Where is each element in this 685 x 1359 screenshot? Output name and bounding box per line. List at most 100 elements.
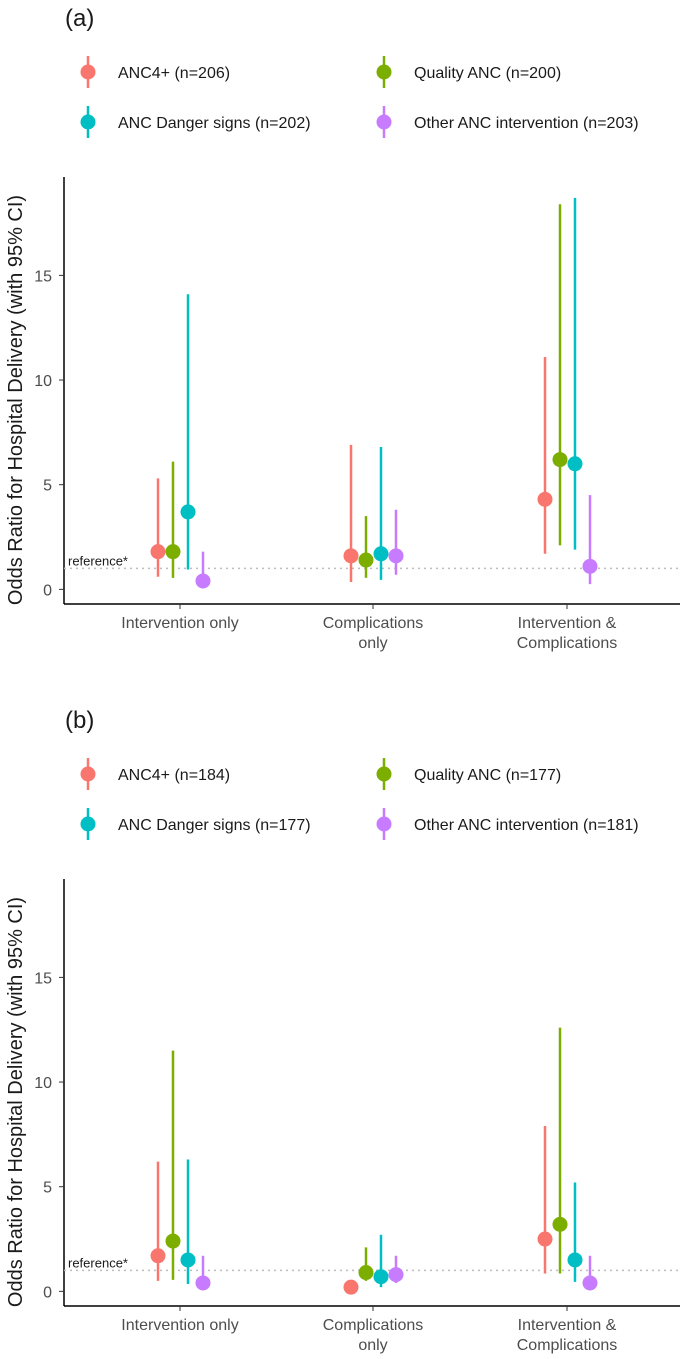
data-point-group (552, 204, 568, 546)
data-point-group (537, 357, 553, 554)
data-point (388, 1267, 404, 1283)
data-point-group (343, 1279, 359, 1295)
legend-item: ANC Danger signs (n=202) (80, 106, 311, 138)
data-point (567, 1252, 583, 1268)
legend-item: Quality ANC (n=200) (376, 56, 561, 88)
data-point-group (165, 461, 181, 578)
data-point (358, 552, 374, 568)
x-tick-label: Intervention & Complications (517, 1317, 617, 1354)
legend-key-point (376, 114, 392, 130)
reference-label: reference* (68, 1255, 128, 1270)
x-tick-label: Complications only (323, 615, 423, 652)
data-point (165, 1233, 181, 1249)
data-point-group (180, 1159, 196, 1285)
data-point (373, 1269, 389, 1285)
data-point (165, 544, 181, 560)
data-point-group (195, 1255, 211, 1291)
legend-item: Quality ANC (n=177) (376, 758, 561, 790)
plot-area: 0 5 10 15 reference* Intervention only Complic… (34, 879, 680, 1354)
y-tick-label: 0 (43, 1284, 52, 1301)
panel-b: (b) ANC4+ (n=184) Quality ANC (n=177) ANC … (5, 707, 680, 1354)
data-point (180, 1252, 196, 1268)
data-point-group (150, 478, 166, 577)
y-axis-title: Odds Ratio for Hospital Delivery (with 9… (5, 897, 27, 1307)
data-point (358, 1265, 374, 1281)
legend-item: ANC4+ (n=206) (80, 56, 230, 88)
x-tick-label: Intervention & Complications (517, 615, 617, 652)
data-point (582, 1275, 598, 1291)
data-point-group (388, 1255, 404, 1283)
data-point (150, 544, 166, 560)
plot-area: 0 5 10 15 reference* Intervention only Complic… (34, 177, 680, 652)
legend-key-point (80, 766, 96, 782)
data-point-group (358, 1247, 374, 1281)
data-point (195, 573, 211, 589)
data-point-group (537, 1125, 553, 1274)
data-point-group (180, 294, 196, 570)
panel-label: (b) (65, 707, 94, 734)
data-point (537, 491, 553, 507)
legend-label: ANC Danger signs (n=177) (118, 817, 311, 834)
data-point-group (165, 1050, 181, 1280)
legend-item: ANC4+ (n=184) (80, 758, 230, 790)
legend-key-point (80, 816, 96, 832)
legend-label: Quality ANC (n=177) (414, 767, 561, 784)
y-tick-label: 5 (43, 478, 52, 495)
legend-label: Quality ANC (n=200) (414, 65, 561, 82)
data-point (552, 1216, 568, 1232)
reference-label: reference* (68, 553, 128, 568)
legend: ANC4+ (n=184) Quality ANC (n=177) ANC Dang… (80, 758, 639, 840)
legend-label: ANC Danger signs (n=202) (118, 115, 311, 132)
data-point (388, 548, 404, 564)
x-tick-label: Complications only (323, 1317, 423, 1354)
legend-key-point (376, 64, 392, 80)
legend-key-point (80, 114, 96, 130)
data-point (537, 1231, 553, 1247)
data-point-group (150, 1161, 166, 1281)
data-point-group (582, 495, 598, 585)
y-tick-label: 10 (34, 373, 52, 390)
data-point (150, 1248, 166, 1264)
data-point (343, 548, 359, 564)
y-tick-label: 10 (34, 1075, 52, 1092)
data-point-group (552, 1027, 568, 1274)
data-point-group (358, 516, 374, 578)
legend-item: Other ANC intervention (n=203) (376, 106, 639, 138)
data-point (343, 1279, 359, 1295)
data-point (552, 452, 568, 468)
legend-label: ANC4+ (n=184) (118, 767, 230, 784)
data-point-group (373, 1234, 389, 1288)
y-tick-label: 15 (34, 268, 52, 285)
legend-item: ANC Danger signs (n=177) (80, 808, 311, 840)
data-point (567, 456, 583, 472)
data-point (582, 558, 598, 574)
legend-label: ANC4+ (n=206) (118, 65, 230, 82)
x-tick-label: Intervention only (121, 615, 238, 632)
data-point (180, 504, 196, 520)
y-tick-label: 5 (43, 1180, 52, 1197)
x-tick-label: Intervention only (121, 1317, 238, 1334)
data-point-group (567, 197, 583, 550)
legend: ANC4+ (n=206) Quality ANC (n=200) ANC Dang… (80, 56, 639, 138)
legend-key-point (376, 816, 392, 832)
data-point-group (388, 509, 404, 575)
panel-label: (a) (65, 5, 94, 32)
legend-key-point (80, 64, 96, 80)
legend-key-point (376, 766, 392, 782)
legend-label: Other ANC intervention (n=181) (414, 817, 639, 834)
data-point-group (195, 551, 211, 589)
y-axis-title: Odds Ratio for Hospital Delivery (with 9… (5, 195, 27, 605)
data-point-group (343, 444, 359, 583)
data-point-group (567, 1182, 583, 1282)
data-point-group (373, 447, 389, 580)
legend-label: Other ANC intervention (n=203) (414, 115, 639, 132)
panel-a: (a) ANC4+ (n=206) Quality ANC (n=200) ANC … (5, 5, 680, 652)
data-point-group (582, 1255, 598, 1291)
y-tick-label: 15 (34, 970, 52, 987)
data-point (195, 1275, 211, 1291)
data-point (373, 546, 389, 562)
legend-item: Other ANC intervention (n=181) (376, 808, 639, 840)
y-tick-label: 0 (43, 582, 52, 599)
